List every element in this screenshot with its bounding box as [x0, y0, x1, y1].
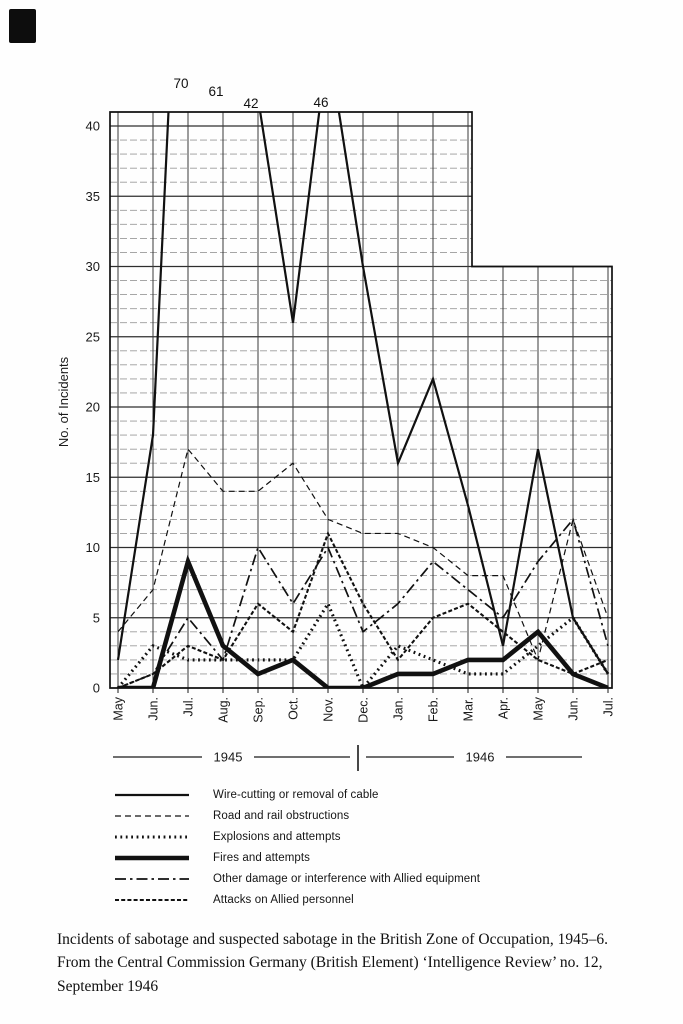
y-tick-label: 5	[93, 610, 100, 625]
year-label: 1946	[466, 750, 495, 765]
fires-line-swatch	[115, 855, 189, 860]
series-line-other-damage	[117, 517, 609, 688]
y-axis-tick-labels: 0 5 10 15 20 25 30 35 40	[86, 119, 100, 696]
legend-item-label: Fires and attempts	[213, 851, 311, 864]
month-label: Feb.	[427, 697, 441, 722]
x-axis-month-labels: May Jun. Jul. Aug. Sep. Oct. Nov. Dec. Jan. Feb. M…	[112, 696, 616, 722]
legend-item-label: Road and rail obstructions	[213, 809, 350, 822]
month-label: Nov.	[322, 697, 336, 722]
off-scale-value-label: 70	[173, 76, 188, 91]
legend-item-label: Other damage or interference with Allied…	[213, 872, 481, 885]
y-tick-label: 25	[86, 329, 100, 344]
y-tick-label: 0	[93, 681, 100, 696]
legend-item-road-rail: Road and rail obstructions	[113, 809, 583, 822]
caption: Incidents of sabotage and suspected sabo…	[57, 931, 608, 995]
gridlines	[110, 112, 612, 693]
explosions-line-swatch	[115, 834, 189, 839]
month-label: Oct.	[287, 697, 301, 720]
x-axis-year-brackets: 1945 1946	[113, 745, 582, 771]
scan-artifact-mark	[9, 9, 36, 43]
off-scale-peak-labels: 70 61 42 46	[173, 76, 328, 111]
month-label: Sep.	[252, 697, 266, 723]
off-scale-value-label: 46	[313, 95, 328, 110]
off-scale-value-label: 61	[208, 84, 223, 99]
y-axis-title: No. of Incidents	[56, 356, 71, 447]
sabotage-incidents-line-chart: 0 5 10 15 20 25 30 35 40 May Jun. Jul. Aug. Sep. Oct.…	[56, 76, 616, 771]
y-tick-label: 35	[86, 189, 100, 204]
legend-item-fires: Fires and attempts	[113, 851, 583, 864]
series-line-road-rail	[117, 447, 609, 662]
y-tick-label: 10	[86, 540, 100, 555]
month-label: Jun.	[147, 697, 161, 721]
legend-item-wire-cutting: Wire-cutting or removal of cable	[113, 788, 583, 801]
month-label: May	[112, 696, 126, 720]
plot-frame	[109, 111, 613, 689]
legend-item-explosions: Explosions and attempts	[113, 830, 583, 843]
month-label: Dec.	[357, 697, 371, 723]
attacks-personnel-line-swatch	[115, 898, 189, 901]
legend-item-label: Attacks on Allied personnel	[213, 893, 354, 906]
legend-item-other-damage: Other damage or interference with Allied…	[113, 872, 583, 885]
series-line-wire-cutting	[116, 112, 609, 675]
series-line-explosions	[116, 600, 610, 688]
road-rail-line-swatch	[115, 814, 189, 817]
month-label: Jun.	[567, 697, 581, 721]
legend: Wire-cutting or removal of cable Road and…	[113, 788, 583, 914]
legend-item-attacks-personnel: Attacks on Allied personnel	[113, 893, 583, 906]
series-line-fires	[118, 554, 609, 688]
other-damage-line-swatch	[115, 877, 189, 880]
month-label: Mar.	[462, 697, 476, 721]
month-label: Jul.	[602, 697, 616, 716]
year-label: 1945	[214, 750, 243, 765]
month-label: Apr.	[497, 697, 511, 719]
legend-item-label: Explosions and attempts	[213, 830, 341, 843]
y-tick-label: 30	[86, 259, 100, 274]
y-tick-label: 40	[86, 119, 100, 134]
month-label: Jan.	[392, 697, 406, 721]
y-tick-label: 15	[86, 470, 100, 485]
series-line-attacks-personnel	[117, 530, 609, 688]
legend-item-label: Wire-cutting or removal of cable	[213, 788, 379, 801]
plot-borders	[109, 111, 613, 689]
month-label: May	[532, 696, 546, 720]
off-scale-value-label: 42	[243, 96, 258, 111]
series-lines	[116, 112, 610, 688]
y-tick-label: 20	[86, 400, 100, 415]
month-label: Aug.	[217, 697, 231, 723]
month-label: Jul.	[182, 697, 196, 716]
wire-cutting-line-swatch	[115, 793, 189, 796]
